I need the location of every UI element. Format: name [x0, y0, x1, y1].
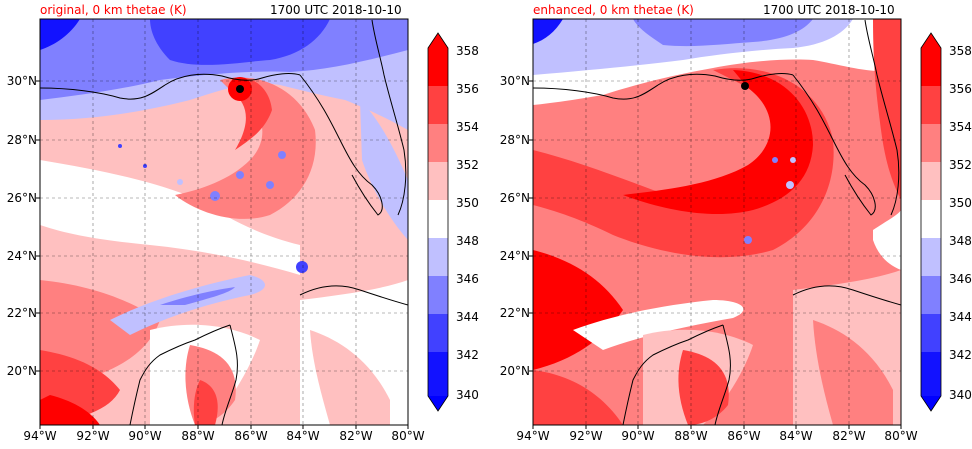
lon-label: 84°W — [286, 429, 320, 443]
colorbar-label: 348 — [949, 234, 972, 248]
lat-label: 24°N — [6, 249, 37, 263]
lat-label: 28°N — [6, 133, 37, 147]
map-panel-enhanced: enhanced, 0 km thetae (K) 1700 UTC 2018-… — [493, 0, 972, 449]
colorbar-label: 344 — [456, 310, 479, 324]
lat-label: 28°N — [499, 133, 530, 147]
colorbar-extend-min — [921, 396, 941, 411]
colorbar-label: 342 — [949, 348, 972, 362]
colorbar-label: 354 — [456, 120, 479, 134]
lat-label: 24°N — [499, 249, 530, 263]
colorbar-label: 352 — [949, 158, 972, 172]
colorbar-label: 340 — [456, 388, 479, 402]
lat-label: 20°N — [6, 364, 37, 378]
lat-label: 22°N — [6, 306, 37, 320]
panel-valid-time: 1700 UTC 2018-10-10 — [763, 3, 895, 17]
lon-label: 84°W — [779, 429, 813, 443]
lat-label: 26°N — [499, 191, 530, 205]
lon-label: 94°W — [23, 429, 57, 443]
colorbar-label: 350 — [456, 196, 479, 210]
colorbar-label: 352 — [456, 158, 479, 172]
lat-label: 22°N — [499, 306, 530, 320]
colorbar-label: 346 — [456, 272, 479, 286]
colorbar-extend-max — [428, 33, 448, 48]
colorbar-label: 344 — [949, 310, 972, 324]
lon-label: 94°W — [516, 429, 550, 443]
lat-label: 20°N — [499, 364, 530, 378]
lon-label: 88°W — [181, 429, 215, 443]
colorbar — [920, 32, 942, 412]
lat-label: 26°N — [6, 191, 37, 205]
lon-label: 86°W — [727, 429, 761, 443]
lat-label: 30°N — [6, 74, 37, 88]
colorbar-extend-min — [428, 396, 448, 411]
lon-label: 80°W — [884, 429, 918, 443]
lon-label: 82°W — [832, 429, 866, 443]
lon-label: 88°W — [674, 429, 708, 443]
lon-label: 90°W — [128, 429, 162, 443]
lon-label: 82°W — [339, 429, 373, 443]
colorbar-label: 348 — [456, 234, 479, 248]
colorbar — [427, 32, 449, 412]
colorbar-label: 346 — [949, 272, 972, 286]
lon-label: 80°W — [391, 429, 425, 443]
colorbar-label: 342 — [456, 348, 479, 362]
colorbar-label: 356 — [456, 82, 479, 96]
thetae-map-enhanced — [529, 18, 902, 429]
colorbar-label: 350 — [949, 196, 972, 210]
panel-title-left: original, 0 km thetae (K) — [40, 3, 187, 17]
lon-label: 92°W — [569, 429, 603, 443]
panel-title-left: enhanced, 0 km thetae (K) — [533, 3, 694, 17]
lat-label: 30°N — [499, 74, 530, 88]
colorbar-label: 356 — [949, 82, 972, 96]
colorbar-label: 358 — [456, 44, 479, 58]
lon-label: 90°W — [621, 429, 655, 443]
colorbar-extend-max — [921, 33, 941, 48]
colorbar-label: 340 — [949, 388, 972, 402]
panel-valid-time: 1700 UTC 2018-10-10 — [270, 3, 402, 17]
lon-label: 86°W — [234, 429, 268, 443]
thetae-map-original — [36, 18, 409, 429]
colorbar-label: 354 — [949, 120, 972, 134]
map-panel-original: original, 0 km thetae (K) 1700 UTC 2018-… — [6, 3, 479, 443]
lon-label: 92°W — [76, 429, 110, 443]
colorbar-label: 358 — [949, 44, 972, 58]
